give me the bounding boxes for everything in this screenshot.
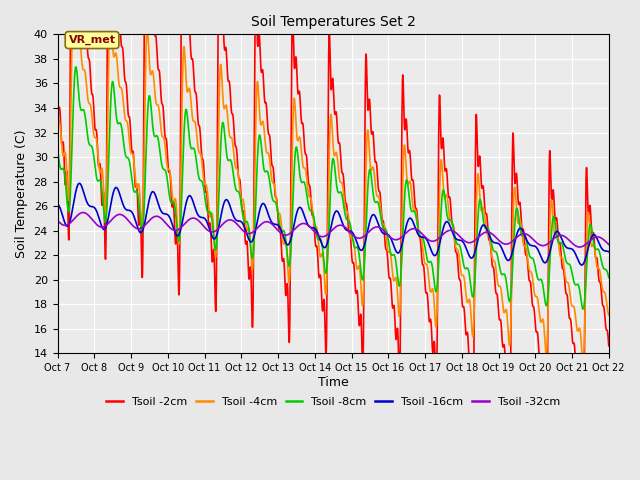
X-axis label: Time: Time (318, 376, 349, 389)
Title: Soil Temperatures Set 2: Soil Temperatures Set 2 (251, 15, 415, 29)
Text: VR_met: VR_met (68, 35, 116, 45)
Legend: Tsoil -2cm, Tsoil -4cm, Tsoil -8cm, Tsoil -16cm, Tsoil -32cm: Tsoil -2cm, Tsoil -4cm, Tsoil -8cm, Tsoi… (102, 393, 564, 412)
Y-axis label: Soil Temperature (C): Soil Temperature (C) (15, 130, 28, 258)
